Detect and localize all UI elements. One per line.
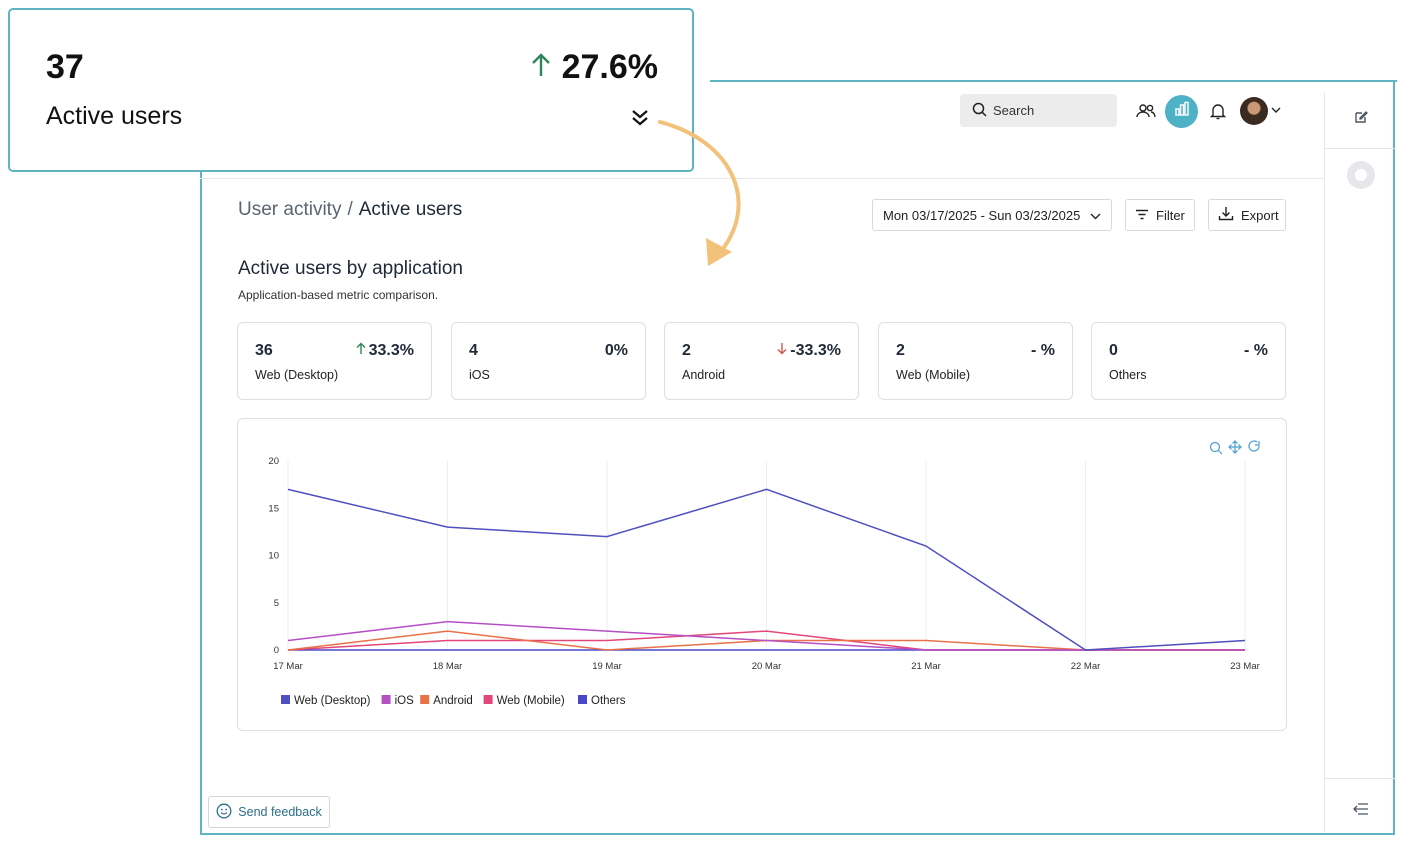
search-input[interactable]: Search bbox=[960, 94, 1117, 127]
filter-icon bbox=[1135, 208, 1149, 223]
search-icon bbox=[972, 102, 987, 120]
assistant-icon[interactable] bbox=[1347, 161, 1375, 189]
date-range-select[interactable]: Mon 03/17/2025 - Sun 03/23/2025 bbox=[872, 199, 1112, 231]
metric-change-value: -33.3% bbox=[790, 342, 841, 359]
right-rail-divider bbox=[1324, 92, 1325, 833]
date-range-value: Mon 03/17/2025 - Sun 03/23/2025 bbox=[883, 207, 1081, 223]
app-window-top-border bbox=[710, 80, 1397, 82]
metric-card-others[interactable]: 0 - % Others bbox=[1091, 322, 1286, 400]
breadcrumb: User activity / Active users bbox=[238, 199, 462, 221]
filter-label: Filter bbox=[1156, 207, 1185, 223]
metric-change: 33.3% bbox=[356, 342, 414, 360]
metric-label: iOS bbox=[469, 368, 490, 382]
chevron-down-icon[interactable] bbox=[1270, 104, 1282, 116]
download-icon bbox=[1218, 206, 1234, 224]
x-tick-label: 22 Mar bbox=[1071, 661, 1101, 672]
header-divider bbox=[200, 178, 1324, 179]
legend-swatch bbox=[281, 695, 290, 704]
page-title: Active users bbox=[358, 199, 463, 220]
zoom-icon[interactable] bbox=[1209, 441, 1223, 455]
y-tick-label: 0 bbox=[274, 645, 279, 656]
y-tick-label: 15 bbox=[268, 503, 279, 514]
search-placeholder: Search bbox=[993, 103, 1035, 118]
metric-card-ios[interactable]: 4 0% iOS bbox=[451, 322, 646, 400]
export-label: Export bbox=[1241, 207, 1279, 223]
rail-separator bbox=[1325, 148, 1395, 149]
chart-card: 17 Mar 18 Mar 19 Mar 20 Mar 21 Mar 22 Mar 23 M… bbox=[237, 418, 1287, 731]
metric-value: 2 bbox=[682, 342, 691, 359]
metric-value: 4 bbox=[469, 342, 478, 359]
legend-label: Others bbox=[591, 695, 626, 707]
active-users-callout: 37 27.6% Active users bbox=[8, 8, 694, 172]
metric-change-value: - % bbox=[1244, 342, 1268, 359]
metric-change: -33.3% bbox=[777, 342, 841, 360]
legend-label: iOS bbox=[395, 695, 415, 707]
send-feedback-button[interactable]: Send feedback bbox=[208, 796, 330, 828]
y-tick-label: 20 bbox=[268, 456, 279, 467]
smiley-icon bbox=[216, 803, 232, 822]
legend-label: Web (Desktop) bbox=[294, 695, 371, 707]
metric-label: Web (Desktop) bbox=[255, 368, 339, 382]
metric-label: Others bbox=[1109, 368, 1147, 382]
metric-label: Android bbox=[682, 368, 726, 382]
expand-chevrons-icon[interactable] bbox=[630, 108, 650, 133]
legend-label: Web (Mobile) bbox=[497, 695, 565, 707]
legend-label: Android bbox=[433, 695, 473, 707]
metric-change-value: - % bbox=[1031, 342, 1055, 359]
analytics-button[interactable] bbox=[1165, 95, 1198, 128]
metric-card-web-mobile[interactable]: 2 - % Web (Mobile) bbox=[878, 322, 1073, 400]
chevron-down-icon bbox=[1090, 208, 1101, 223]
feedback-label: Send feedback bbox=[238, 805, 322, 819]
legend-swatch bbox=[420, 695, 430, 704]
rail-separator bbox=[1325, 778, 1395, 779]
arrow-up-icon bbox=[530, 48, 552, 87]
annotation-arrow bbox=[658, 120, 741, 266]
metric-card-web-desktop[interactable]: 36 33.3% Web (Desktop) bbox=[237, 322, 432, 400]
line-chart: 17 Mar 18 Mar 19 Mar 20 Mar 21 Mar 22 Mar 23 M… bbox=[268, 440, 1260, 707]
metric-change-value: 33.3% bbox=[368, 342, 414, 359]
legend-swatch bbox=[578, 695, 587, 704]
metric-change: - % bbox=[1244, 342, 1268, 360]
metric-value: 36 bbox=[255, 342, 273, 359]
avatar[interactable] bbox=[1240, 97, 1268, 125]
x-tick-label: 23 Mar bbox=[1230, 661, 1260, 672]
metric-value: 2 bbox=[896, 342, 905, 359]
legend-swatch bbox=[483, 695, 493, 704]
filter-button[interactable]: Filter bbox=[1125, 199, 1195, 231]
arrow-up-icon bbox=[356, 342, 366, 360]
bell-icon[interactable] bbox=[1208, 101, 1228, 121]
breadcrumb-separator: / bbox=[347, 199, 353, 220]
collapse-panel-icon[interactable] bbox=[1351, 799, 1371, 819]
y-tick-label: 10 bbox=[268, 551, 279, 562]
section-title: Active users by application bbox=[238, 258, 463, 279]
y-tick-label: 5 bbox=[274, 598, 279, 609]
metric-label: Web (Mobile) bbox=[896, 368, 971, 382]
callout-value: 37 bbox=[46, 48, 84, 86]
export-button[interactable]: Export bbox=[1208, 199, 1286, 231]
callout-change-value: 27.6% bbox=[561, 48, 658, 86]
x-tick-label: 18 Mar bbox=[433, 661, 463, 672]
breadcrumb-parent-link[interactable]: User activity bbox=[238, 199, 342, 220]
metric-value: 0 bbox=[1109, 342, 1118, 359]
reset-icon[interactable] bbox=[1248, 440, 1260, 452]
metric-change: - % bbox=[1031, 342, 1055, 360]
callout-change: 27.6% bbox=[530, 48, 658, 87]
section-subtitle: Application-based metric comparison. bbox=[238, 288, 439, 302]
series-line-web-desktop- bbox=[287, 488, 1246, 651]
x-tick-label: 20 Mar bbox=[752, 661, 782, 672]
edit-icon[interactable] bbox=[1351, 107, 1371, 127]
metric-change-value: 0% bbox=[604, 342, 628, 359]
callout-label: Active users bbox=[46, 102, 183, 130]
x-tick-label: 19 Mar bbox=[592, 661, 622, 672]
users-icon[interactable] bbox=[1135, 101, 1157, 121]
pan-icon[interactable] bbox=[1228, 440, 1242, 454]
metric-change: 0% bbox=[605, 342, 628, 360]
legend-swatch bbox=[381, 695, 391, 704]
arrow-down-icon bbox=[777, 342, 787, 360]
x-tick-label: 21 Mar bbox=[911, 661, 941, 672]
metric-card-android[interactable]: 2 -33.3% Android bbox=[664, 322, 859, 400]
x-tick-label: 17 Mar bbox=[273, 661, 303, 672]
bar-chart-icon bbox=[1174, 101, 1190, 122]
